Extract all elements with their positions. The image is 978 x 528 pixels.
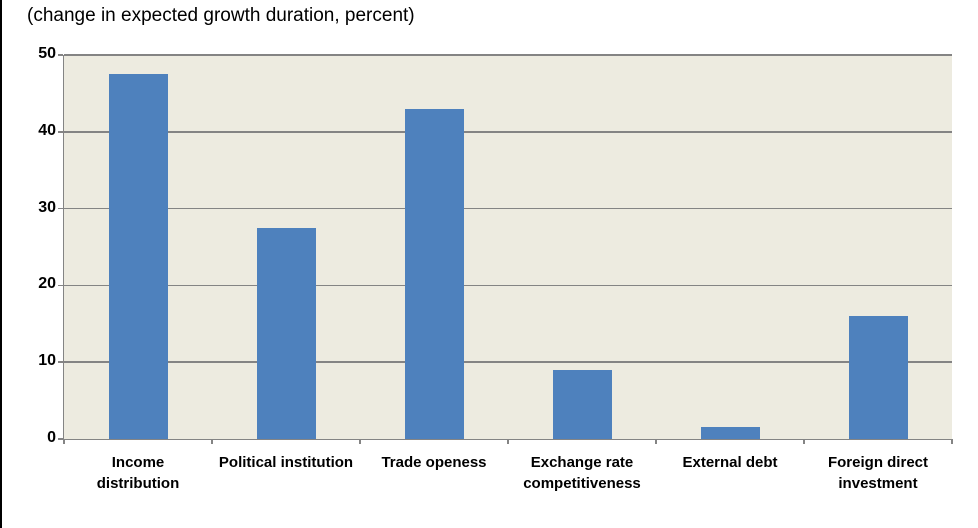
y-axis-tick-40 bbox=[58, 131, 63, 133]
bar-4 bbox=[700, 427, 760, 439]
x-category-label-4: External debt bbox=[682, 454, 778, 471]
plot-area bbox=[64, 54, 952, 439]
gridline-30 bbox=[64, 207, 952, 210]
page-left-edge-border bbox=[0, 0, 2, 528]
y-axis-tick-0 bbox=[58, 438, 63, 440]
y-axis-tick-10 bbox=[58, 361, 63, 363]
x-axis-tick-6 bbox=[951, 439, 953, 444]
y-axis-tick-50 bbox=[58, 54, 63, 56]
y-axis-tick-label-0: 0 bbox=[47, 429, 56, 446]
y-axis-line bbox=[62, 55, 64, 440]
y-axis-tick-30 bbox=[58, 207, 63, 210]
y-axis-tick-label-40: 40 bbox=[38, 121, 56, 139]
x-axis-tick-3 bbox=[507, 439, 509, 444]
gridline-10 bbox=[64, 361, 952, 363]
x-axis-tick-5 bbox=[803, 439, 805, 444]
x-category-label-5: Foreign direct investment bbox=[827, 454, 928, 492]
bar-3 bbox=[552, 369, 612, 439]
y-axis-tick-label-10: 10 bbox=[38, 352, 56, 370]
x-axis-tick-4 bbox=[655, 439, 657, 444]
bar-5 bbox=[848, 316, 908, 439]
y-axis-tick-label-20: 20 bbox=[38, 275, 56, 293]
y-axis-tick-label-30: 30 bbox=[38, 198, 56, 216]
x-axis-tick-0 bbox=[63, 439, 65, 444]
y-axis-tick-label-50: 50 bbox=[38, 45, 56, 62]
x-category-label-3: Exchange rate competitiveness bbox=[523, 454, 641, 492]
chart-title: (change in expected growth duration, per… bbox=[27, 5, 415, 26]
x-axis-tick-2 bbox=[359, 439, 361, 444]
gridline-50 bbox=[64, 54, 952, 56]
bar-1 bbox=[256, 227, 316, 439]
gridline-20 bbox=[64, 284, 952, 287]
y-axis-tick-20 bbox=[58, 284, 63, 287]
x-category-label-0: Income distribution bbox=[96, 454, 180, 492]
x-category-label-2: Trade openess bbox=[381, 454, 487, 471]
bar-0 bbox=[108, 74, 168, 439]
bar-2 bbox=[404, 108, 464, 439]
x-axis-tick-1 bbox=[211, 439, 213, 444]
gridline-40 bbox=[64, 131, 952, 133]
x-category-label-1: Political institution bbox=[218, 454, 354, 471]
